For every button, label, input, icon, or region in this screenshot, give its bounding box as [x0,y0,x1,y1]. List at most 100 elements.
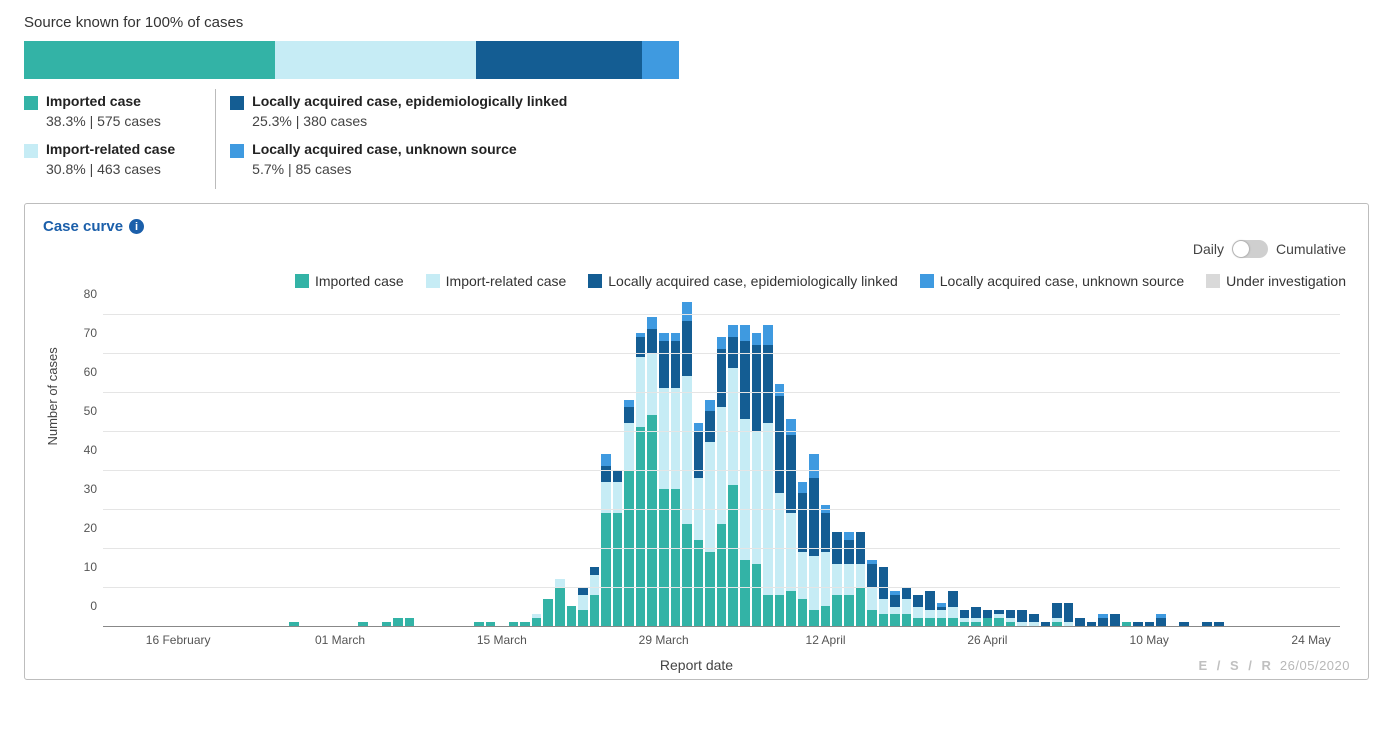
bar-seg [902,599,912,615]
chart-footer: E / S / R26/05/2020 [1199,658,1350,673]
bar-column[interactable] [1110,614,1120,626]
toggle-switch[interactable] [1232,240,1268,258]
bar-column[interactable] [879,567,889,626]
bar-seg [659,333,669,341]
bar-column[interactable] [474,622,484,626]
bar-column[interactable] [740,325,750,626]
bar-column[interactable] [1214,622,1224,626]
bar-column[interactable] [763,325,773,626]
bar-column[interactable] [1145,622,1155,626]
bar-seg [382,622,392,626]
bar-column[interactable] [948,591,958,626]
bar-column[interactable] [578,587,588,626]
bar-column[interactable] [405,618,415,626]
bar-column[interactable] [682,302,692,626]
bar-column[interactable] [486,622,496,626]
bar-column[interactable] [786,419,796,626]
toggle-label-cumulative: Cumulative [1276,241,1346,257]
bar-seg [763,345,773,423]
legend-sub: 5.7% | 85 cases [252,161,517,177]
bar-column[interactable] [717,337,727,626]
bar-column[interactable] [624,400,634,627]
bar-column[interactable] [543,599,553,626]
bar-column[interactable] [647,317,657,626]
bar-column[interactable] [1087,622,1097,626]
bar-seg [890,614,900,626]
bar-column[interactable] [509,622,519,626]
bar-column[interactable] [856,532,866,626]
bar-column[interactable] [832,532,842,626]
chart-legend-item[interactable]: Import-related case [426,273,567,289]
bar-column[interactable] [289,622,299,626]
bar-column[interactable] [890,591,900,626]
bar-column[interactable] [705,400,715,627]
bar-column[interactable] [1122,622,1132,626]
bar-column[interactable] [520,622,530,626]
bar-column[interactable] [1052,603,1062,626]
bar-column[interactable] [809,454,819,626]
bar-column[interactable] [382,622,392,626]
chart-legend-item[interactable]: Imported case [295,273,404,289]
bar-column[interactable] [393,618,403,626]
bar-seg [578,595,588,611]
bar-column[interactable] [694,423,704,626]
bar-column[interactable] [775,384,785,626]
bar-column[interactable] [960,610,970,626]
bar-seg [925,610,935,618]
bar-seg [555,579,565,587]
bar-column[interactable] [358,622,368,626]
bar-seg [867,610,877,626]
chart-legend-item[interactable]: Under investigation [1206,273,1346,289]
bar-column[interactable] [728,325,738,626]
bar-seg [624,400,634,408]
bar-column[interactable] [590,567,600,626]
daily-cumulative-toggle[interactable]: Daily Cumulative [1193,240,1346,258]
bar-column[interactable] [532,614,542,626]
bar-column[interactable] [671,333,681,626]
bar-column[interactable] [971,607,981,626]
bar-column[interactable] [821,505,831,626]
chart-legend-item[interactable]: Locally acquired case, epidemiologically… [588,273,898,289]
bar-column[interactable] [867,560,877,626]
bar-column[interactable] [1064,603,1074,626]
bar-column[interactable] [1098,614,1108,626]
bar-column[interactable] [994,610,1004,626]
bar-seg [1052,603,1062,619]
bar-column[interactable] [1017,610,1027,626]
y-tick-label: 10 [84,560,97,574]
bar-seg [590,575,600,595]
bar-column[interactable] [601,454,611,626]
info-icon[interactable]: i [129,219,144,234]
legend-item-local_unknown: Locally acquired case, unknown source5.7… [230,141,567,177]
chart-legend-item[interactable]: Locally acquired case, unknown source [920,273,1184,289]
bar-column[interactable] [1133,622,1143,626]
bar-column[interactable] [1156,614,1166,626]
bar-seg [786,419,796,435]
bar-column[interactable] [567,606,577,626]
bar-column[interactable] [659,333,669,626]
bar-column[interactable] [798,482,808,626]
bar-column[interactable] [752,333,762,626]
bar-seg [960,610,970,618]
bar-column[interactable] [1179,622,1189,626]
bar-seg [555,587,565,626]
gridline [103,392,1340,393]
bar-column[interactable] [937,603,947,626]
y-tick-label: 40 [84,443,97,457]
bar-column[interactable] [1202,622,1212,626]
bar-column[interactable] [636,333,646,626]
bar-seg [890,595,900,607]
bar-seg [913,607,923,619]
bar-column[interactable] [913,595,923,626]
bar-column[interactable] [844,532,854,626]
bar-seg [983,618,993,626]
legend-swatch [920,274,934,288]
bar-column[interactable] [902,587,912,626]
bar-column[interactable] [1029,614,1039,626]
bar-column[interactable] [983,610,993,626]
bar-column[interactable] [1075,618,1085,626]
bar-column[interactable] [925,591,935,626]
bar-column[interactable] [1006,610,1016,626]
bar-seg [578,610,588,626]
bar-column[interactable] [1041,622,1051,626]
